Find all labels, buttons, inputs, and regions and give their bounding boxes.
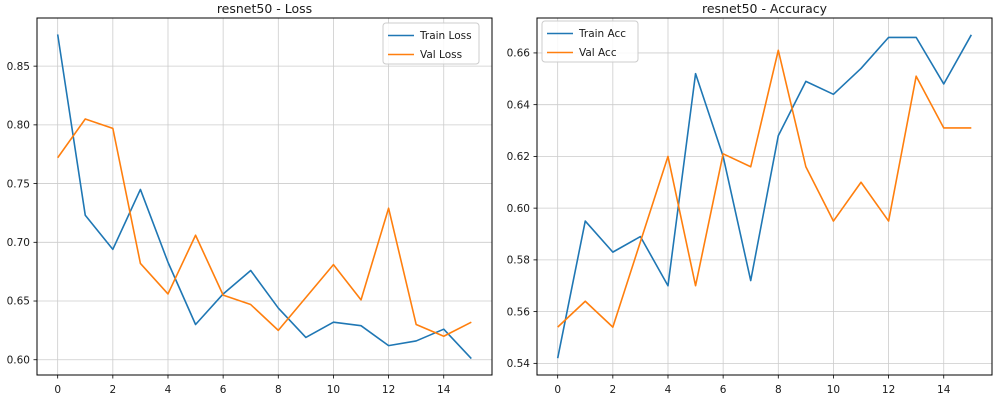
loss-chart-panel: 0 2 4 6 8 10 12 14 0.60 0.65 0.70 0.75 0.80 0.85 resne…: [6, 1, 493, 396]
legend-label-train-loss: Train Loss: [419, 30, 472, 42]
series-line-val-loss: [57, 118, 472, 338]
series-line-train-acc: [556, 34, 973, 359]
x-tick-label: 0: [554, 384, 561, 396]
x-tick-label: 0: [54, 384, 61, 396]
y-tick-label: 0.65: [7, 296, 30, 308]
y-tick-label: 0.54: [507, 358, 531, 370]
x-tick-label: 4: [165, 384, 172, 396]
y-tick-label: 0.56: [507, 306, 531, 318]
chart-title: resnet50 - Loss: [217, 1, 312, 16]
x-tick-label: 14: [937, 384, 951, 396]
series-line-train-loss: [56, 34, 472, 360]
legend: Train Loss Val Loss: [382, 22, 480, 65]
x-tick-label: 6: [720, 384, 727, 396]
y-tick-label: 0.66: [507, 48, 531, 60]
series-line-val-acc: [557, 49, 972, 328]
chart-background: [500, 0, 1000, 400]
x-tick-label: 10: [327, 384, 340, 396]
y-tick-label: 0.75: [7, 178, 30, 190]
legend-label-val-loss: Val Loss: [420, 49, 462, 61]
x-tick-label: 6: [220, 384, 227, 396]
x-tick-label: 14: [437, 384, 451, 396]
x-tick-label: 2: [109, 384, 116, 396]
x-tick-label: 2: [609, 384, 616, 396]
x-tick-label: 8: [275, 384, 282, 396]
x-tick-label: 12: [382, 384, 395, 396]
y-tick-label: 0.85: [7, 61, 30, 73]
y-tick-label: 0.60: [7, 354, 30, 366]
y-tick-label: 0.80: [7, 120, 30, 132]
y-tick-label: 0.58: [507, 255, 530, 267]
legend-label-val-acc: Val Acc: [579, 47, 617, 59]
x-tick-label: 4: [665, 384, 672, 396]
plot-border: [36, 17, 493, 376]
y-tick-label: 0.64: [507, 99, 531, 111]
x-tick-label: 12: [882, 384, 895, 396]
legend-label-train-acc: Train Acc: [578, 28, 626, 40]
x-tick-label: 10: [827, 384, 840, 396]
accuracy-chart: 0 2 4 6 8 10 12 14 0.54 0.56 0.58 0.60 0.62 0.64 0.66 r…: [500, 0, 1000, 400]
x-tick-label: 8: [775, 384, 782, 396]
loss-chart: 0 2 4 6 8 10 12 14 0.60 0.65 0.70 0.75 0.80 0.85 resne…: [6, 1, 493, 396]
plot-border: [536, 17, 993, 376]
chart-title: resnet50 - Accuracy: [702, 1, 828, 16]
y-tick-label: 0.62: [507, 151, 530, 163]
accuracy-chart-panel: 0 2 4 6 8 10 12 14 0.54 0.56 0.58 0.60 0.62 0.64 0.66 r…: [500, 0, 1000, 400]
legend: Train Acc Val Acc: [541, 20, 639, 63]
y-tick-label: 0.70: [7, 237, 30, 249]
y-tick-label: 0.60: [507, 203, 530, 215]
